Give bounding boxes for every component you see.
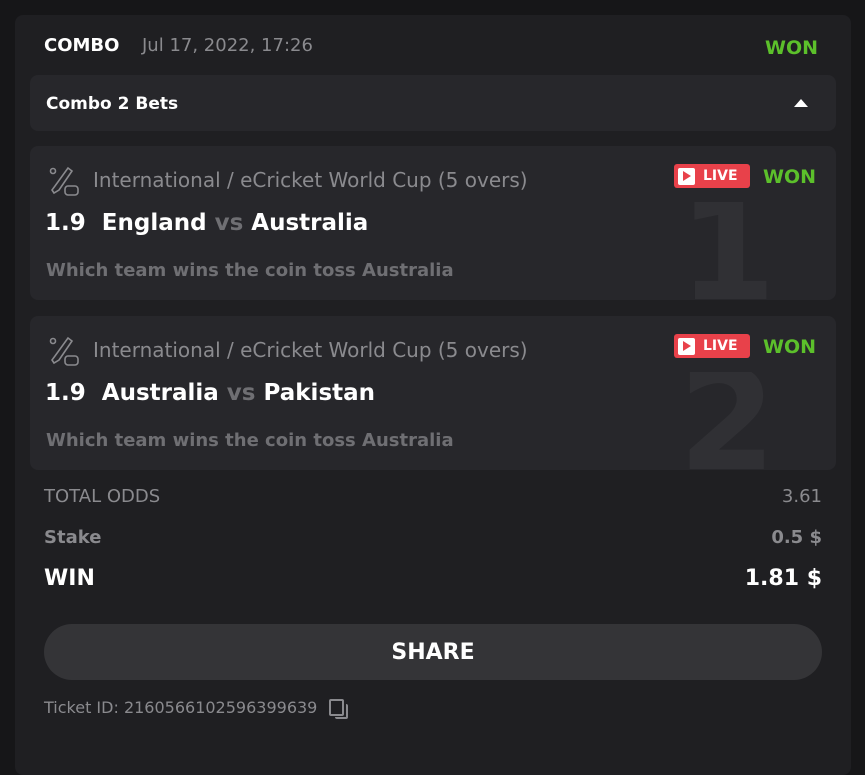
play-icon <box>678 337 695 355</box>
win-label: WIN <box>44 566 95 591</box>
match-line: 1.9 Australia vs Pakistan <box>45 380 375 406</box>
vs: vs <box>214 210 244 236</box>
stake-label: Stake <box>44 527 102 548</box>
bet-card: 2 International / eCricket World Cup (5 … <box>30 316 836 470</box>
match-line: 1.9 England vs Australia <box>45 210 368 236</box>
ticket-id-row: Ticket ID: 2160566102596399639 <box>44 698 349 719</box>
cricket-esports-icon <box>49 336 79 366</box>
total-odds-row: TOTAL ODDS 3.61 <box>44 486 822 507</box>
cricket-esports-icon <box>49 166 79 196</box>
live-label: LIVE <box>703 168 738 184</box>
bet-card: 1 International / eCricket World Cup (5 … <box>30 146 836 300</box>
vs: vs <box>226 380 256 406</box>
ticket-id: Ticket ID: 2160566102596399639 <box>44 698 318 717</box>
live-badge: LIVE <box>674 164 750 188</box>
total-odds-value: 3.61 <box>781 486 822 507</box>
combo-toggle[interactable]: Combo 2 Bets <box>30 75 836 131</box>
bet-index: 2 <box>678 372 776 470</box>
stake-row: Stake 0.5 $ <box>44 527 822 548</box>
stake-value: 0.5 $ <box>771 527 822 548</box>
bet-date: Jul 17, 2022, 17:26 <box>142 35 313 56</box>
bet-ticket-card: COMBO Jul 17, 2022, 17:26 WON Combo 2 Be… <box>15 15 851 775</box>
combo-label: Combo 2 Bets <box>46 94 179 114</box>
away-team: Australia <box>251 210 369 236</box>
win-row: WIN 1.81 $ <box>44 566 822 591</box>
selection: Which team wins the coin toss Australia <box>46 430 454 451</box>
bet-status: WON <box>763 166 817 188</box>
selection: Which team wins the coin toss Australia <box>46 260 454 281</box>
ticket-status: WON <box>765 37 819 59</box>
share-button[interactable]: SHARE <box>44 624 822 680</box>
bet-status: WON <box>763 336 817 358</box>
league-name: International / eCricket World Cup (5 ov… <box>93 338 528 362</box>
chevron-up-icon[interactable] <box>794 99 808 107</box>
live-label: LIVE <box>703 338 738 354</box>
home-team: England <box>101 210 207 236</box>
bet-index: 1 <box>678 202 776 300</box>
away-team: Pakistan <box>263 380 376 406</box>
home-team: Australia <box>101 380 219 406</box>
odds: 1.9 <box>45 380 86 406</box>
bet-type: COMBO <box>44 35 120 56</box>
win-value: 1.81 $ <box>744 566 822 591</box>
play-icon <box>678 167 695 185</box>
copy-icon[interactable] <box>329 698 349 719</box>
live-badge: LIVE <box>674 334 750 358</box>
total-odds-label: TOTAL ODDS <box>44 486 161 507</box>
league-name: International / eCricket World Cup (5 ov… <box>93 168 528 192</box>
odds: 1.9 <box>45 210 86 236</box>
